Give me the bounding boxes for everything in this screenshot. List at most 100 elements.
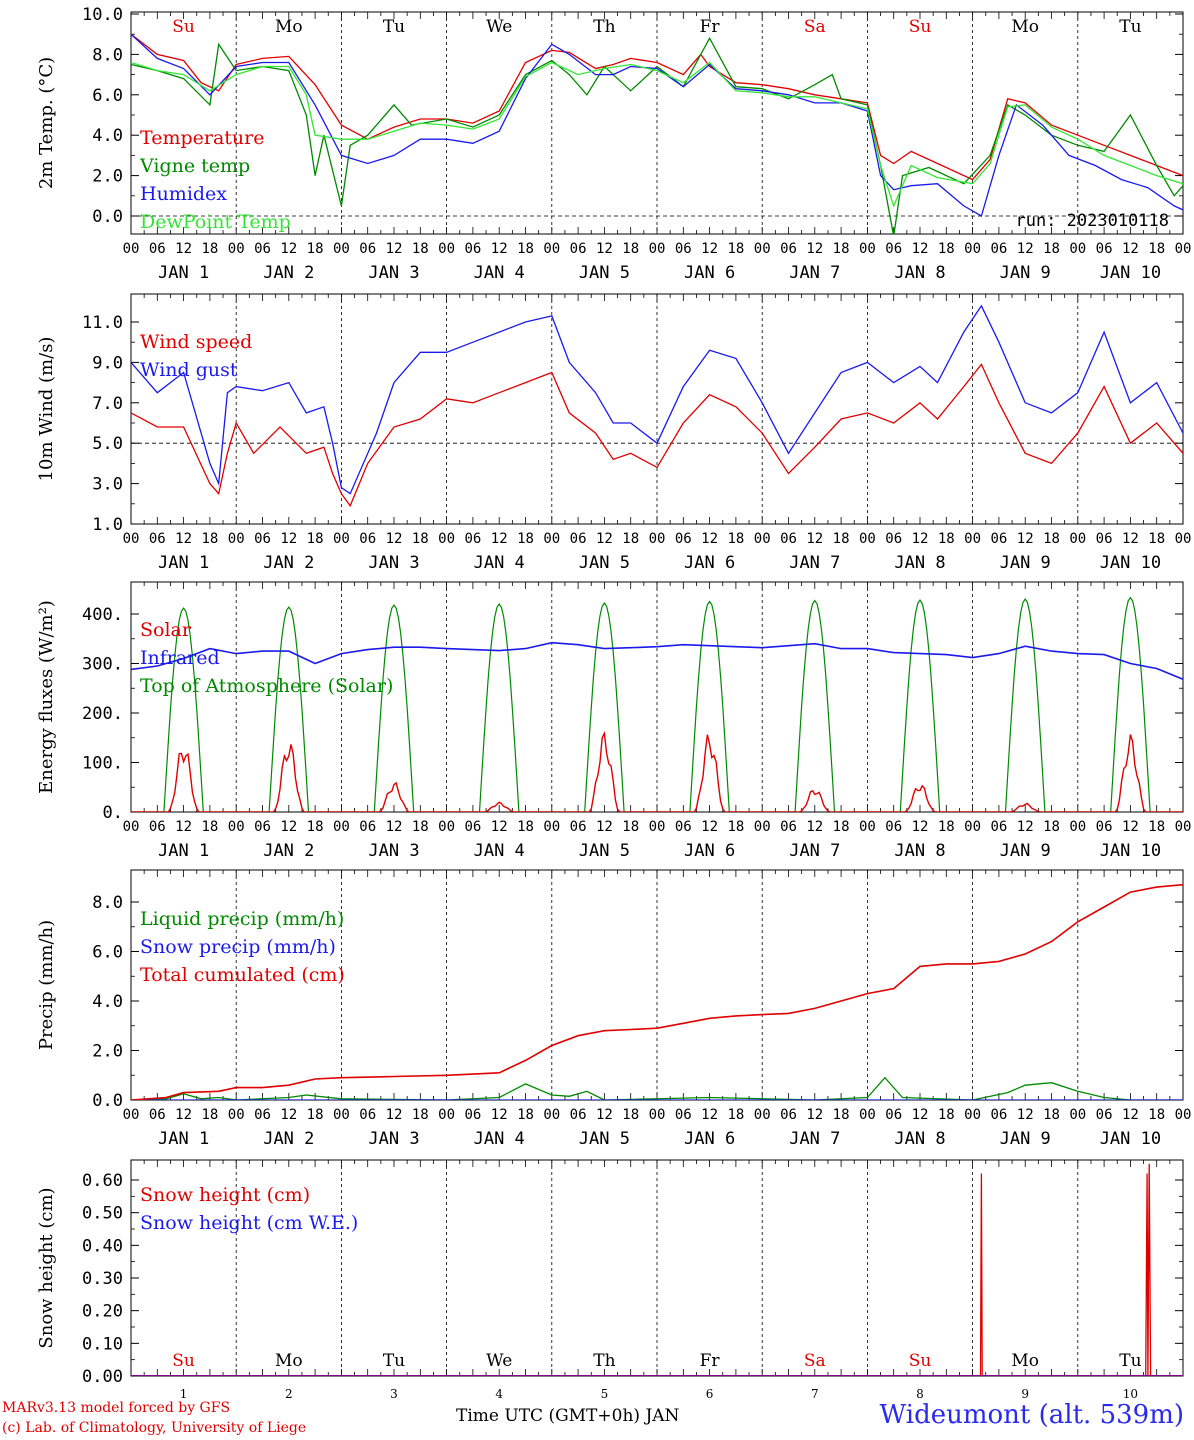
x-day-label: JAN 8 [894, 263, 945, 283]
x-hour-label: 18 [622, 241, 639, 257]
x-hour-label: 06 [254, 241, 271, 257]
x-hour-label: 06 [780, 819, 797, 835]
x-hour-label: 12 [280, 819, 297, 835]
x-day-label: JAN 3 [368, 553, 419, 573]
y-axis-label: Energy fluxes (W/m²) [36, 600, 57, 794]
x-hour-label: 06 [254, 819, 271, 835]
y-tick-label: 6.0 [92, 86, 123, 106]
x-hour-label: 00 [859, 1107, 876, 1123]
x-hour-label: 12 [596, 819, 613, 835]
x-hour-label: 00 [438, 819, 455, 835]
panel-1 [130, 11, 1184, 235]
x-hour-label: 18 [938, 819, 955, 835]
x-day-label: JAN 5 [579, 841, 630, 861]
x-hour-label: 00 [543, 241, 560, 257]
day-name: Su [172, 1351, 195, 1371]
legend-entry: DewPoint Temp [140, 211, 291, 233]
day-name: Mo [1011, 17, 1039, 37]
x-hour-label: 18 [201, 819, 218, 835]
series-dewpoint-temp [131, 61, 1183, 208]
x-hour-label: 18 [307, 241, 324, 257]
series-layer [131, 596, 1183, 812]
x-hour-label: 06 [359, 819, 376, 835]
x-day-label: JAN 5 [579, 553, 630, 573]
x-hour-label: 00 [438, 531, 455, 547]
x-hour-label: 18 [727, 241, 744, 257]
x-hour-label: 00 [1175, 531, 1192, 547]
series-humidex [131, 33, 1183, 217]
series-snow-height-cm- [131, 1163, 1183, 1376]
x-hour-label: 06 [780, 1107, 797, 1123]
x-day-label: JAN 7 [789, 841, 840, 861]
x-hour-label: 18 [412, 1107, 429, 1123]
x-hour-label: 00 [228, 241, 245, 257]
x-day-label: JAN 1 [158, 263, 209, 283]
x-hour-label: 12 [491, 819, 508, 835]
x-hour-label: 06 [359, 241, 376, 257]
series-wind-gust [131, 304, 1183, 495]
y-axis-label: Precip (mm/h) [36, 920, 57, 1050]
x-hour-label: 12 [491, 531, 508, 547]
x-hour-label: 06 [885, 819, 902, 835]
day-name: Su [909, 17, 932, 37]
x-hour-label: 00 [754, 241, 771, 257]
x-hour-label: 06 [464, 819, 481, 835]
x-hour-label: 18 [727, 819, 744, 835]
y-axis-label: Snow height (cm) [36, 1187, 57, 1348]
x-hour-label: 06 [990, 531, 1007, 547]
x-day-number: 9 [1021, 1387, 1029, 1401]
legend-entry: Snow height (cm) [140, 1184, 310, 1206]
x-hour-label: 12 [1122, 241, 1139, 257]
series-layer [131, 33, 1183, 234]
x-hour-label: 06 [570, 1107, 587, 1123]
x-day-label: JAN 5 [579, 263, 630, 283]
y-tick-label: 5.0 [92, 434, 123, 454]
day-name: Mo [1011, 1351, 1039, 1371]
y-tick-label: 0.20 [82, 1302, 123, 1322]
x-hour-label: 06 [675, 531, 692, 547]
panel-4 [130, 869, 1184, 1101]
x-day-label: JAN 3 [368, 1129, 419, 1149]
x-hour-label: 12 [1122, 1107, 1139, 1123]
x-hour-label: 12 [806, 241, 823, 257]
legend-entry: Humidex [140, 183, 227, 205]
credit-line-2: (c) Lab. of Climatology, University of L… [2, 1420, 307, 1436]
y-tick-label: 3.0 [92, 475, 123, 495]
y-tick-label: 11.0 [82, 313, 123, 333]
x-hour-label: 12 [596, 1107, 613, 1123]
x-day-label: JAN 8 [894, 553, 945, 573]
legend-entry: Total cumulated (cm) [140, 964, 345, 986]
day-name: Th [593, 17, 615, 37]
x-hour-label: 12 [806, 531, 823, 547]
x-day-number: 10 [1123, 1387, 1138, 1401]
x-hour-label: 18 [622, 531, 639, 547]
x-hour-label: 12 [912, 819, 929, 835]
x-hour-label: 06 [359, 1107, 376, 1123]
x-hour-label: 12 [386, 819, 403, 835]
run-label: run: 2023010118 [1015, 211, 1169, 231]
y-tick-label: 100. [82, 754, 123, 774]
y-tick-label: 0.00 [82, 1367, 123, 1387]
x-day-label: JAN 9 [1000, 841, 1051, 861]
x-hour-label: 18 [307, 819, 324, 835]
x-hour-label: 18 [412, 241, 429, 257]
x-hour-label: 12 [701, 241, 718, 257]
day-name: Tu [383, 1351, 405, 1371]
x-day-label: JAN 1 [158, 553, 209, 573]
x-hour-label: 12 [491, 241, 508, 257]
x-day-label: JAN 2 [263, 1129, 314, 1149]
x-day-label: JAN 6 [684, 553, 735, 573]
x-hour-label: 06 [570, 241, 587, 257]
series-vigne-temp [131, 36, 1183, 234]
x-day-label: JAN 8 [894, 841, 945, 861]
x-day-number: 3 [390, 1387, 398, 1401]
y-tick-label: 0.60 [82, 1171, 123, 1191]
x-hour-label: 06 [570, 819, 587, 835]
x-hour-label: 00 [754, 819, 771, 835]
x-day-number: 5 [601, 1387, 609, 1401]
x-hour-label: 18 [307, 531, 324, 547]
x-hour-label: 06 [990, 241, 1007, 257]
series-layer [131, 1163, 1183, 1376]
x-day-label: JAN 4 [474, 841, 525, 861]
